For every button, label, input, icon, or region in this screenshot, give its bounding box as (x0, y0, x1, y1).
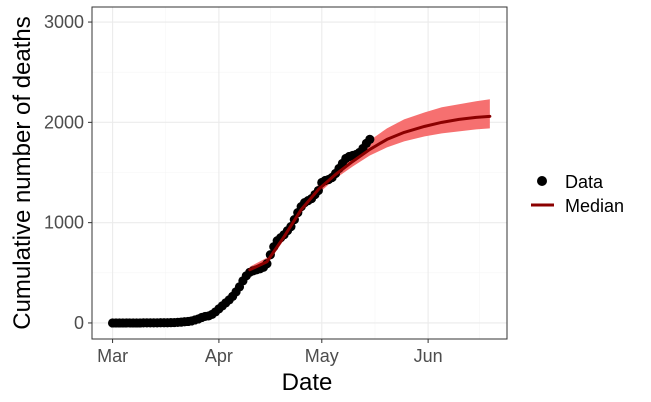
axis-ticks (88, 21, 429, 343)
y-tick-labels: 0 1000 2000 3000 (44, 12, 84, 333)
y-tick-label: 3000 (44, 12, 84, 32)
legend-data-key (537, 176, 547, 186)
median-line (248, 114, 492, 272)
grid-minor (92, 7, 507, 339)
y-tick-label: 2000 (44, 112, 84, 132)
legend-data-label: Data (565, 172, 604, 192)
x-tick-label: Jun (414, 346, 443, 366)
y-axis-title: Cumulative number of deaths (9, 16, 36, 330)
legend-median-label: Median (565, 196, 624, 216)
data-points (107, 134, 375, 328)
ribbon-layer (249, 99, 490, 273)
x-tick-labels: Mar Apr May Jun (97, 346, 443, 366)
y-tick-label: 1000 (44, 213, 84, 233)
y-tick-label: 0 (74, 313, 84, 333)
legend: Data Median (531, 172, 624, 216)
x-tick-label: May (305, 346, 339, 366)
prediction-ribbon (249, 99, 490, 273)
grid-major (92, 7, 507, 339)
median-layer (248, 114, 492, 272)
x-axis-title: Date (282, 369, 333, 396)
x-tick-label: Mar (97, 346, 128, 366)
x-tick-label: Apr (205, 346, 233, 366)
data-point (365, 134, 375, 144)
panel-border (91, 6, 508, 340)
